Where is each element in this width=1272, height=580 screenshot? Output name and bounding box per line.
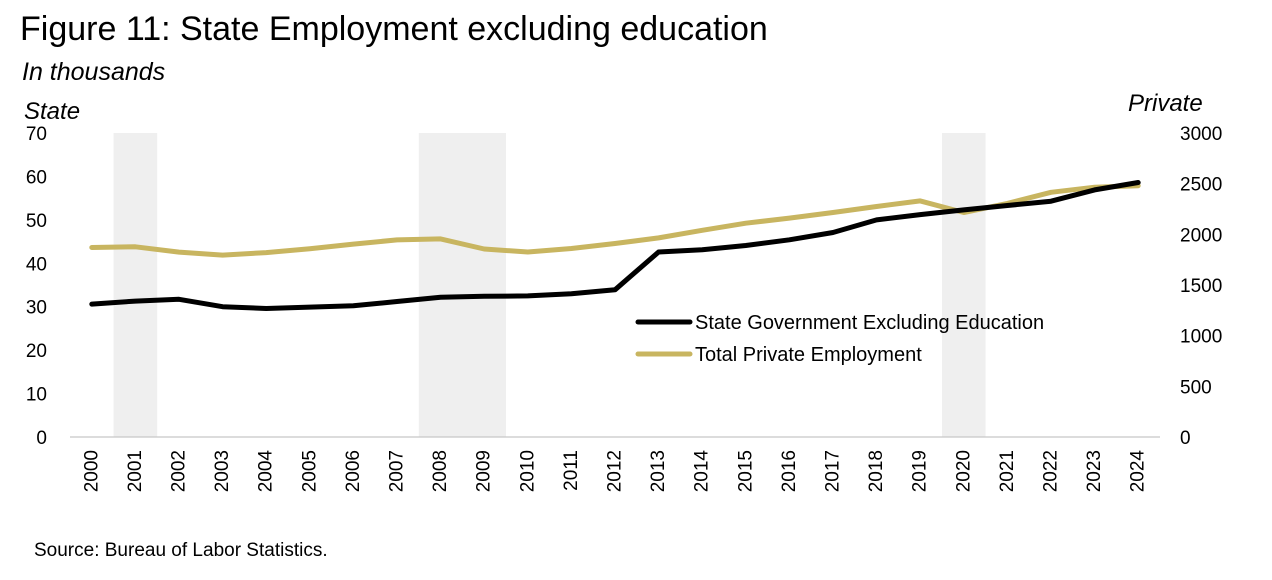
x-tick-label: 2013: [648, 450, 669, 492]
right-tick-label: 1000: [1180, 327, 1222, 348]
right-tick-label: 0: [1180, 428, 1191, 449]
x-tick-label: 2020: [953, 450, 974, 492]
left-axis-title: State: [24, 98, 80, 125]
x-tick-label: 2024: [1128, 450, 1149, 493]
right-axis-title: Private: [1128, 90, 1203, 117]
left-tick-label: 70: [26, 124, 47, 145]
recession-band-2: [942, 133, 986, 437]
x-tick-label: 2007: [387, 450, 408, 492]
x-tick-label: 2000: [81, 450, 102, 492]
legend: State Government Excluding Education Tota…: [635, 312, 1044, 366]
recession-band-0: [113, 133, 158, 437]
x-tick-label: 2012: [605, 450, 626, 492]
recession-band-1: [418, 133, 506, 437]
x-tick-label: 2009: [474, 450, 495, 492]
x-tick-label: 2023: [1084, 450, 1105, 492]
x-tick-label: 2004: [256, 450, 277, 493]
series-lines: [89, 180, 1141, 311]
x-tick-label: 2003: [212, 450, 233, 492]
x-tick-label: 2018: [866, 450, 887, 492]
left-tick-label: 30: [26, 298, 47, 319]
x-tick-label: 2015: [735, 450, 756, 492]
x-tick-label: 2021: [997, 450, 1018, 492]
right-tick-label: 2500: [1180, 175, 1222, 196]
chart-title: Figure 11: State Employment excluding ed…: [20, 10, 768, 48]
source-note: Source: Bureau of Labor Statistics.: [34, 540, 328, 561]
x-tick-label: 2008: [430, 450, 451, 492]
line-chart: 0 10 20 30 40 50 60 70 0 500 1000 1500 2000 2500 3000…: [24, 90, 1222, 493]
left-tick-label: 40: [26, 254, 47, 275]
x-tick-label: 2019: [910, 450, 931, 492]
left-tick-label: 50: [26, 211, 47, 232]
legend-label: State Government Excluding Education: [695, 312, 1044, 334]
x-tick-label: 2001: [125, 450, 146, 492]
series-line-private: [89, 183, 1141, 258]
right-tick-label: 500: [1180, 377, 1212, 398]
chart-subtitle: In thousands: [22, 58, 166, 86]
left-tick-label: 10: [26, 385, 47, 406]
x-tick-label: 2017: [823, 450, 844, 492]
left-tick-label: 60: [26, 167, 47, 188]
x-tick-label: 2002: [169, 450, 190, 492]
x-tick-label: 2014: [692, 450, 713, 493]
x-tick-label: 2011: [561, 450, 582, 491]
legend-label: Total Private Employment: [695, 344, 922, 366]
x-tick-label: 2006: [343, 450, 364, 492]
x-tick-label: 2022: [1041, 450, 1062, 492]
x-axis-ticks: 2000 2001 2002 2003 2004 2005 2006 2007 2008 2009…: [81, 450, 1148, 493]
left-tick-label: 0: [36, 428, 47, 449]
x-tick-label: 2005: [299, 450, 320, 492]
series-line-state: [89, 180, 1141, 311]
right-axis-ticks: 0 500 1000 1500 2000 2500 3000: [1180, 124, 1222, 449]
left-axis-ticks: 0 10 20 30 40 50 60 70: [26, 124, 47, 449]
x-tick-label: 2016: [779, 450, 800, 492]
right-tick-label: 2000: [1180, 225, 1222, 246]
x-tick-label: 2010: [517, 450, 538, 492]
right-tick-label: 3000: [1180, 124, 1222, 145]
right-tick-label: 1500: [1180, 276, 1222, 297]
left-tick-label: 20: [26, 341, 47, 362]
recession-bands: [113, 133, 986, 437]
